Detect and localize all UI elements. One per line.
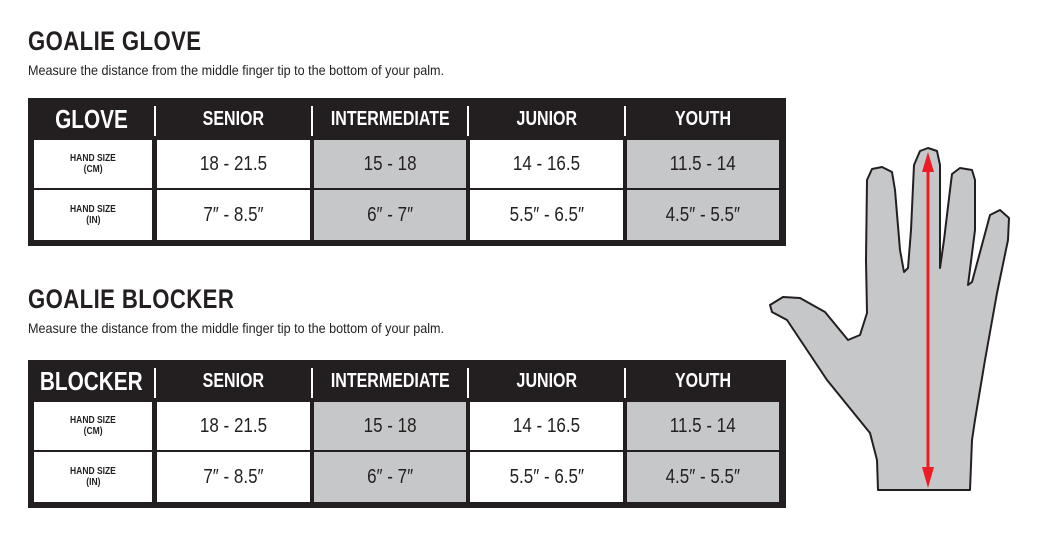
column-header-label: JUNIOR xyxy=(516,369,577,392)
row-label-line: HAND SIZE xyxy=(70,153,116,164)
column-divider xyxy=(311,368,313,398)
cell-value: 14 - 16.5 xyxy=(512,414,581,437)
cell-value: 15 - 18 xyxy=(363,414,417,437)
cell-value: 11.5 - 14 xyxy=(670,414,736,437)
table-cell: 15 - 18 xyxy=(314,402,466,450)
column-header-label: BLOCKER xyxy=(40,365,143,396)
row-label-unit: (CM) xyxy=(83,426,103,437)
section-description: Measure the distance from the middle fin… xyxy=(28,320,445,336)
size-table: BLOCKER SENIOR INTERMEDIATE JUNIOR YOUTH HAND… xyxy=(28,360,786,508)
row-label-line: HAND SIZE xyxy=(70,204,116,215)
table-cell: 4.5″ - 5.5″ xyxy=(627,190,779,240)
row-label-unit: (CM) xyxy=(83,164,103,175)
column-header-label: SENIOR xyxy=(202,369,265,392)
column-header-label: YOUTH xyxy=(675,369,731,392)
column-header-label: YOUTH xyxy=(675,107,731,130)
column-header: INTERMEDIATE xyxy=(312,98,468,140)
column-header-label: INTERMEDIATE xyxy=(330,107,450,130)
column-divider xyxy=(624,368,626,398)
section-description: Measure the distance from the middle fin… xyxy=(28,62,445,78)
column-divider xyxy=(154,368,156,398)
table-cell: 5.5″ - 6.5″ xyxy=(470,452,623,502)
cell-value: 18 - 21.5 xyxy=(199,152,268,175)
row-label-unit: (IN) xyxy=(85,477,101,488)
cell-value: 5.5″ - 6.5″ xyxy=(509,203,584,226)
table-cell: 7″ - 8.5″ xyxy=(157,190,310,240)
table-cell: 11.5 - 14 xyxy=(627,402,779,450)
column-header: SENIOR xyxy=(155,98,312,140)
column-header: JUNIOR xyxy=(468,98,625,140)
column-divider xyxy=(467,106,469,136)
cell-value: 15 - 18 xyxy=(363,152,417,175)
column-header: YOUTH xyxy=(625,360,781,402)
section-title: GOALIE BLOCKER xyxy=(28,284,235,314)
row-label: HAND SIZE (IN) xyxy=(34,452,152,502)
table-cell: 6″ - 7″ xyxy=(314,452,466,502)
column-header: GLOVE xyxy=(28,98,155,140)
column-divider xyxy=(154,106,156,136)
cell-value: 7″ - 8.5″ xyxy=(203,203,264,226)
table-cell: 14 - 16.5 xyxy=(470,140,623,188)
column-header-label: GLOVE xyxy=(55,103,128,134)
cell-value: 4.5″ - 5.5″ xyxy=(665,203,741,226)
table-cell: 18 - 21.5 xyxy=(157,402,310,450)
column-divider xyxy=(311,106,313,136)
cell-value: 6″ - 7″ xyxy=(366,203,414,226)
row-label-line: HAND SIZE xyxy=(70,415,116,426)
row-label: HAND SIZE (CM) xyxy=(34,402,152,450)
cell-value: 5.5″ - 6.5″ xyxy=(509,465,584,488)
size-table: GLOVE SENIOR INTERMEDIATE JUNIOR YOUTH HAND S… xyxy=(28,98,786,246)
column-header-label: INTERMEDIATE xyxy=(330,369,450,392)
cell-value: 18 - 21.5 xyxy=(199,414,268,437)
section-title: GOALIE GLOVE xyxy=(28,26,202,56)
column-divider xyxy=(467,368,469,398)
column-header: BLOCKER xyxy=(28,360,155,402)
table-cell: 6″ - 7″ xyxy=(314,190,466,240)
column-header: SENIOR xyxy=(155,360,312,402)
row-label-line: HAND SIZE xyxy=(70,466,116,477)
column-divider xyxy=(624,106,626,136)
cell-value: 6″ - 7″ xyxy=(366,465,414,488)
row-label: HAND SIZE (IN) xyxy=(34,190,152,240)
table-cell: 14 - 16.5 xyxy=(470,402,623,450)
table-cell: 4.5″ - 5.5″ xyxy=(627,452,779,502)
table-cell: 18 - 21.5 xyxy=(157,140,310,188)
column-header-label: SENIOR xyxy=(202,107,265,130)
column-header: INTERMEDIATE xyxy=(312,360,468,402)
column-header-label: JUNIOR xyxy=(516,107,577,130)
table-cell: 11.5 - 14 xyxy=(627,140,779,188)
table-cell: 7″ - 8.5″ xyxy=(157,452,310,502)
cell-value: 4.5″ - 5.5″ xyxy=(665,465,741,488)
column-header: YOUTH xyxy=(625,98,781,140)
table-cell: 15 - 18 xyxy=(314,140,466,188)
column-header: JUNIOR xyxy=(468,360,625,402)
row-label: HAND SIZE (CM) xyxy=(34,140,152,188)
cell-value: 11.5 - 14 xyxy=(670,152,736,175)
cell-value: 14 - 16.5 xyxy=(512,152,581,175)
table-cell: 5.5″ - 6.5″ xyxy=(470,190,623,240)
row-label-unit: (IN) xyxy=(85,215,101,226)
cell-value: 7″ - 8.5″ xyxy=(203,465,264,488)
